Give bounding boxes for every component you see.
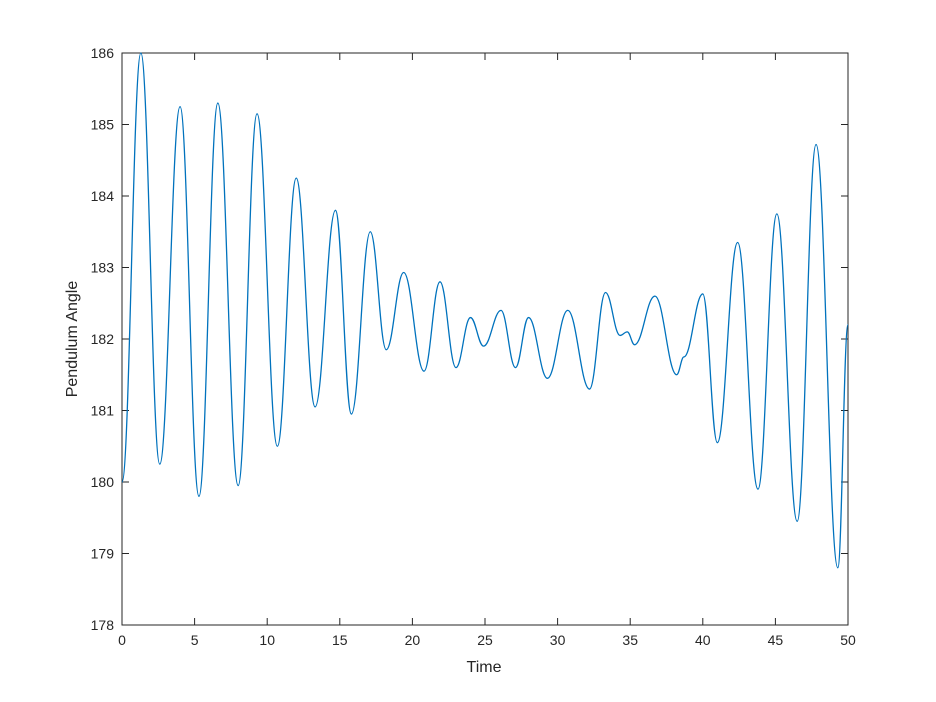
x-tick-label: 35: [622, 632, 638, 648]
x-tick-label: 45: [768, 632, 784, 648]
x-tick-label: 5: [191, 632, 199, 648]
y-tick-label: 180: [91, 474, 115, 490]
x-axis-label: Time: [467, 659, 502, 676]
y-tick-label: 185: [91, 117, 115, 133]
y-tick-label: 183: [91, 260, 115, 276]
x-tick-label: 25: [477, 632, 493, 648]
x-tick-label: 40: [695, 632, 711, 648]
plot-area: [121, 52, 849, 626]
y-axis-label: Pendulum Angle: [64, 281, 81, 398]
x-tick-label: 50: [840, 632, 856, 648]
y-tick-label: 184: [91, 188, 115, 204]
y-tick-label: 179: [91, 546, 115, 562]
y-tick-label: 186: [91, 45, 115, 61]
x-tick-label: 15: [332, 632, 348, 648]
x-tick-label: 10: [259, 632, 275, 648]
x-tick-label: 30: [550, 632, 566, 648]
x-tick-label: 0: [118, 632, 126, 648]
y-tick-label: 181: [91, 403, 115, 419]
line-series: [121, 52, 849, 569]
y-tick-label: 178: [91, 617, 115, 633]
x-tick-label: 20: [405, 632, 421, 648]
y-tick-label: 182: [91, 331, 115, 347]
